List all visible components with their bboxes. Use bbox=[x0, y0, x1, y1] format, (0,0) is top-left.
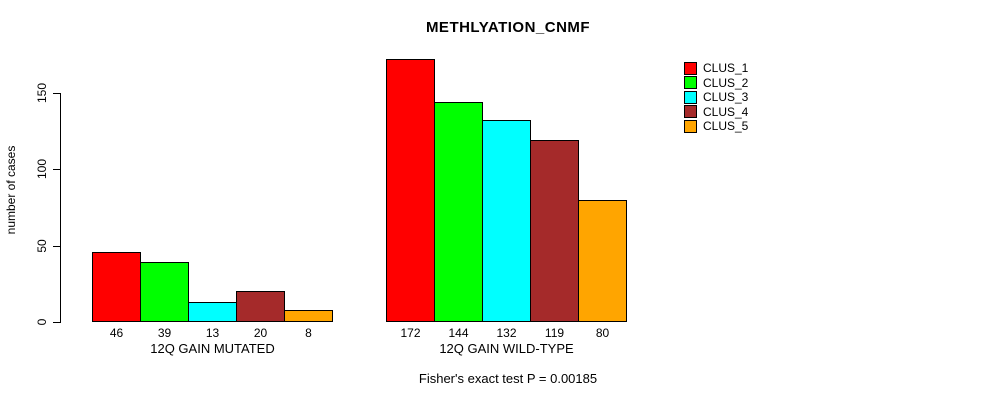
y-tick-mark-50 bbox=[53, 245, 60, 247]
y-tick-label-text: 0 bbox=[35, 318, 49, 326]
y-tick-label-text: 50 bbox=[35, 238, 49, 253]
legend-row-clus_1: CLUS_1 bbox=[684, 61, 748, 76]
legend-row-clus_2: CLUS_2 bbox=[684, 76, 748, 91]
legend-label: CLUS_4 bbox=[703, 104, 749, 119]
group-label-mutated: 12Q GAIN MUTATED bbox=[150, 341, 275, 356]
bar-value-label: 20 bbox=[253, 326, 268, 340]
bar-value-label: 119 bbox=[544, 326, 565, 340]
bar-value-label: 46 bbox=[109, 326, 124, 340]
legend-swatch-clus_5 bbox=[684, 119, 697, 133]
y-tick-mark-150 bbox=[53, 93, 60, 94]
legend-row-clus_4: CLUS_4 bbox=[684, 105, 748, 120]
y-tick-label-text: 100 bbox=[35, 159, 49, 180]
y-tick-label-text: 150 bbox=[35, 82, 49, 104]
y-axis-line bbox=[60, 93, 61, 323]
bar-clus_1-group1 bbox=[92, 252, 141, 322]
caption-fisher-test: Fisher's exact test P = 0.00185 bbox=[418, 371, 598, 386]
bar-value-label: 80 bbox=[595, 326, 610, 340]
legend-swatch-clus_2 bbox=[684, 76, 697, 90]
group-label-wildtype: 12Q GAIN WILD-TYPE bbox=[439, 341, 574, 356]
legend-label: CLUS_1 bbox=[703, 61, 749, 76]
bar-value-label: 39 bbox=[157, 326, 172, 340]
bar-value-label: 8 bbox=[305, 326, 312, 340]
chart-title: METHLYATION_CNMF bbox=[425, 19, 591, 36]
legend-label: CLUS_3 bbox=[703, 90, 749, 105]
bar-clus_2-group1 bbox=[140, 262, 189, 322]
legend: CLUS_1 CLUS_2 CLUS_3 CLUS_4 CLUS_5 bbox=[684, 61, 748, 134]
bar-value-label: 13 bbox=[205, 326, 220, 340]
bar-clus_3-group2 bbox=[482, 120, 531, 322]
bar-clus_1-group2 bbox=[386, 59, 435, 322]
bar-value-label: 172 bbox=[400, 326, 421, 340]
legend-label: CLUS_2 bbox=[703, 75, 749, 90]
bar-clus_3-group1 bbox=[188, 302, 237, 322]
legend-swatch-clus_1 bbox=[684, 61, 697, 75]
bar-clus_2-group2 bbox=[434, 102, 483, 322]
y-tick-mark-0 bbox=[53, 322, 60, 323]
y-axis-title-text: number of cases bbox=[4, 145, 18, 235]
bar-clus_5-group2 bbox=[578, 200, 627, 322]
bar-clus_4-group1 bbox=[236, 291, 285, 322]
bar-value-label: 132 bbox=[496, 326, 517, 340]
bar-clus_5-group1 bbox=[284, 310, 333, 322]
legend-row-clus_3: CLUS_3 bbox=[684, 90, 748, 105]
legend-swatch-clus_4 bbox=[684, 105, 697, 119]
legend-row-clus_5: CLUS_5 bbox=[684, 119, 748, 134]
legend-swatch-clus_3 bbox=[684, 90, 697, 104]
bar-clus_4-group2 bbox=[530, 140, 579, 322]
y-tick-mark-100 bbox=[53, 169, 60, 171]
legend-label: CLUS_5 bbox=[703, 119, 749, 134]
bar-value-label: 144 bbox=[448, 326, 469, 340]
